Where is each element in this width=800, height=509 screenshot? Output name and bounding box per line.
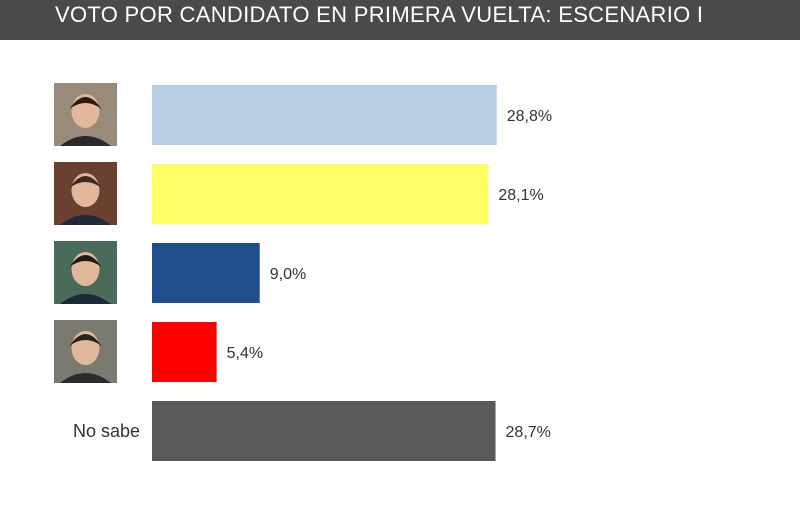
candidate-2-photo-icon: [54, 162, 117, 225]
value-label-4: 5,4%: [227, 345, 263, 362]
candidate-3-photo-icon: [54, 241, 117, 304]
bar-2: [152, 164, 489, 224]
candidate-1-photo-icon: [54, 83, 117, 146]
chart-header: VOTO POR CANDIDATO EN PRIMERA VUELTA: ES…: [0, 0, 800, 40]
category-label-5: No sabe: [73, 421, 140, 441]
value-label-3: 9,0%: [270, 266, 306, 283]
chart-title: VOTO POR CANDIDATO EN PRIMERA VUELTA: ES…: [55, 2, 704, 27]
bar-5: [152, 401, 496, 461]
bar-1: [152, 85, 497, 145]
bar-4: [152, 322, 217, 382]
value-label-2: 28,1%: [498, 187, 543, 204]
value-label-1: 28,8%: [507, 108, 552, 125]
bar-chart: 28,8% 28,1% 9,0% 5,4% 28,7% No sabe: [54, 83, 552, 461]
candidate-4-photo-icon: [54, 320, 117, 383]
value-label-5: 28,7%: [506, 424, 551, 441]
bar-3: [152, 243, 260, 303]
